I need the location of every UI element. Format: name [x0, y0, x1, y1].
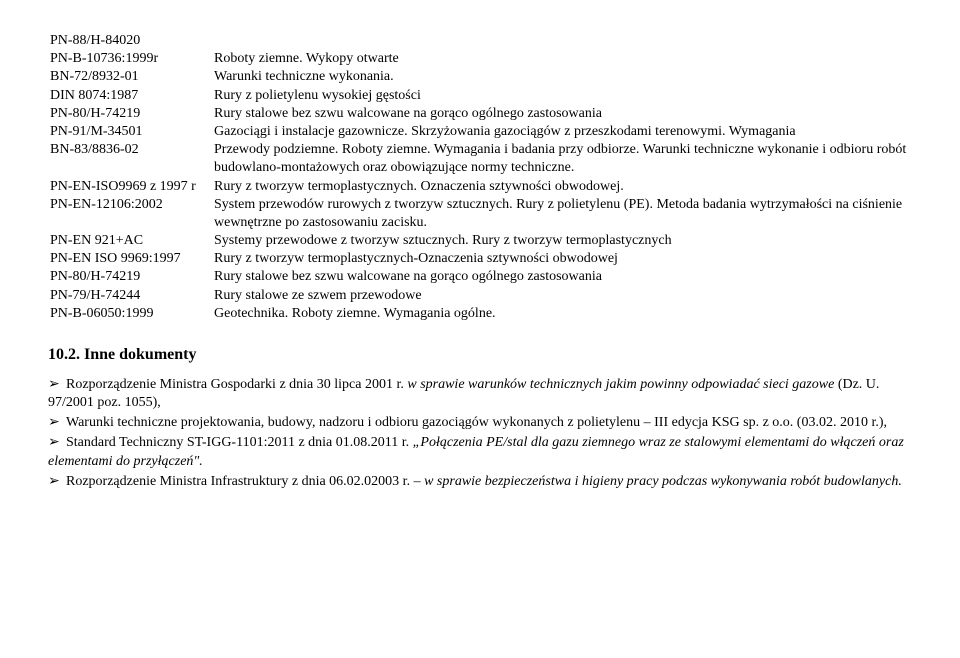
table-row: PN-B-10736:1999rRoboty ziemne. Wykopy ot… — [48, 50, 912, 68]
standard-code: PN-B-06050:1999 — [48, 305, 212, 323]
doc-text: Rozporządzenie Ministra Infrastruktury z… — [66, 474, 902, 489]
doc-item: ➢Standard Techniczny ST-IGG-1101:2011 z … — [48, 434, 912, 470]
standard-desc: Rury z tworzyw termoplastycznych-Oznacze… — [212, 250, 912, 268]
table-row: PN-EN ISO 9969:1997Rury z tworzyw termop… — [48, 250, 912, 268]
standard-desc: Rury stalowe bez szwu walcowane na gorąc… — [212, 105, 912, 123]
standard-code: PN-91/M-34501 — [48, 123, 212, 141]
table-row: PN-EN 921+ACSystemy przewodowe z tworzyw… — [48, 232, 912, 250]
arrow-icon: ➢ — [48, 376, 66, 394]
doc-text: Rozporządzenie Ministra Gospodarki z dni… — [48, 377, 879, 410]
standard-code: PN-80/H-74219 — [48, 105, 212, 123]
other-docs-list: ➢Rozporządzenie Ministra Gospodarki z dn… — [48, 376, 912, 491]
doc-item: ➢Warunki techniczne projektowania, budow… — [48, 414, 912, 432]
table-row: PN-79/H-74244Rury stalowe ze szwem przew… — [48, 287, 912, 305]
standard-code: PN-79/H-74244 — [48, 287, 212, 305]
section-heading: 10.2. Inne dokumenty — [48, 345, 912, 366]
standard-desc: Geotechnika. Roboty ziemne. Wymagania og… — [212, 305, 912, 323]
table-row: PN-80/H-74219Rury stalowe bez szwu walco… — [48, 105, 912, 123]
standard-desc: Przewody podziemne. Roboty ziemne. Wymag… — [212, 141, 912, 177]
arrow-icon: ➢ — [48, 414, 66, 432]
standard-desc: Rury stalowe bez szwu walcowane na gorąc… — [212, 268, 912, 286]
table-row: PN-EN-12106:2002System przewodów rurowyc… — [48, 196, 912, 232]
standard-desc: Rury z tworzyw termoplastycznych. Oznacz… — [212, 178, 912, 196]
standard-code: PN-EN-12106:2002 — [48, 196, 212, 232]
standard-desc: Roboty ziemne. Wykopy otwarte — [212, 50, 912, 68]
doc-text: Warunki techniczne projektowania, budowy… — [66, 415, 887, 430]
doc-item: ➢Rozporządzenie Ministra Gospodarki z dn… — [48, 376, 912, 412]
standard-code: PN-EN 921+AC — [48, 232, 212, 250]
standard-desc: Warunki techniczne wykonania. — [212, 68, 912, 86]
standard-code: BN-83/8836-02 — [48, 141, 212, 177]
table-row: PN-91/M-34501Gazociągi i instalacje gazo… — [48, 123, 912, 141]
standard-desc: Gazociągi i instalacje gazownicze. Skrzy… — [212, 123, 912, 141]
standard-desc: System przewodów rurowych z tworzyw sztu… — [212, 196, 912, 232]
doc-text: Standard Techniczny ST-IGG-1101:2011 z d… — [48, 435, 904, 468]
standard-code: BN-72/8932-01 — [48, 68, 212, 86]
doc-item: ➢Rozporządzenie Ministra Infrastruktury … — [48, 473, 912, 491]
standard-code: DIN 8074:1987 — [48, 87, 212, 105]
standard-code: PN-80/H-74219 — [48, 268, 212, 286]
table-row: PN-80/H-74219Rury stalowe bez szwu walco… — [48, 268, 912, 286]
table-row: DIN 8074:1987Rury z polietylenu wysokiej… — [48, 87, 912, 105]
standard-desc: Systemy przewodowe z tworzyw sztucznych.… — [212, 232, 912, 250]
standards-table: PN-88/H-84020PN-B-10736:1999rRoboty ziem… — [48, 32, 912, 323]
table-row: PN-B-06050:1999Geotechnika. Roboty ziemn… — [48, 305, 912, 323]
standard-code: PN-88/H-84020 — [48, 32, 212, 50]
table-row: PN-EN-ISO9969 z 1997 rRury z tworzyw ter… — [48, 178, 912, 196]
arrow-icon: ➢ — [48, 434, 66, 452]
standard-code: PN-EN ISO 9969:1997 — [48, 250, 212, 268]
table-row: BN-72/8932-01Warunki techniczne wykonani… — [48, 68, 912, 86]
standard-code: PN-B-10736:1999r — [48, 50, 212, 68]
standard-desc: Rury z polietylenu wysokiej gęstości — [212, 87, 912, 105]
standard-code: PN-EN-ISO9969 z 1997 r — [48, 178, 212, 196]
table-row: PN-88/H-84020 — [48, 32, 912, 50]
arrow-icon: ➢ — [48, 473, 66, 491]
standard-desc — [212, 32, 912, 50]
standard-desc: Rury stalowe ze szwem przewodowe — [212, 287, 912, 305]
table-row: BN-83/8836-02Przewody podziemne. Roboty … — [48, 141, 912, 177]
